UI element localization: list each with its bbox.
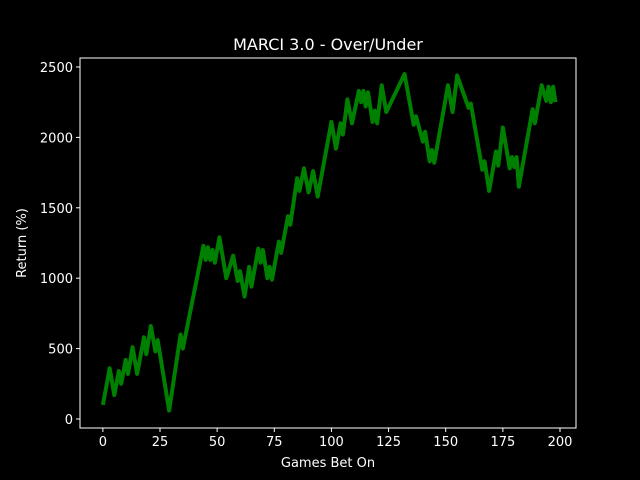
y-tick-label: 500 bbox=[48, 343, 73, 358]
x-tick-label: 150 bbox=[433, 435, 458, 450]
x-tick-label: 75 bbox=[266, 435, 283, 450]
x-tick-label: 50 bbox=[209, 435, 226, 450]
chart-title: MARCI 3.0 - Over/Under bbox=[233, 35, 423, 54]
y-tick-label: 2500 bbox=[40, 61, 73, 76]
x-tick-label: 125 bbox=[376, 435, 401, 450]
y-tick-label: 1500 bbox=[40, 202, 73, 217]
y-tick-label: 1000 bbox=[40, 272, 73, 287]
y-tick-label: 2000 bbox=[40, 131, 73, 146]
line bbox=[100, 72, 558, 413]
x-tick-label: 100 bbox=[319, 435, 344, 450]
y-tick-label: 0 bbox=[65, 413, 73, 428]
x-tick-label: 175 bbox=[490, 435, 515, 450]
x-tick-label: 0 bbox=[99, 435, 107, 450]
x-tick-label: 200 bbox=[548, 435, 573, 450]
plot-frame bbox=[79, 57, 577, 429]
x-tick-label: 25 bbox=[152, 435, 169, 450]
y-axis-label: Return (%) bbox=[15, 208, 30, 278]
x-axis-label: Games Bet On bbox=[281, 456, 375, 471]
